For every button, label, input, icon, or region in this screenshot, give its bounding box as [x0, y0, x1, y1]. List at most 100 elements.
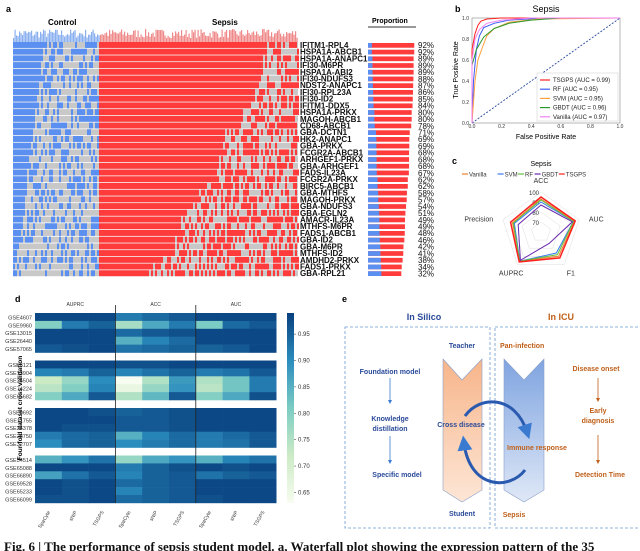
sample-score-bar	[110, 33, 112, 42]
sepsis-cell	[159, 196, 161, 203]
sepsis-cell	[211, 216, 213, 223]
gene-pair-label: IFITM1-RPL4	[300, 41, 349, 50]
sepsis-cell	[265, 122, 267, 129]
control-cell	[73, 169, 75, 176]
control-cell	[15, 62, 17, 69]
sample-score-bar	[221, 29, 223, 42]
control-cell	[35, 55, 37, 62]
proportion-bar	[368, 237, 405, 243]
sepsis-cell	[119, 270, 121, 277]
sepsis-cell	[141, 142, 143, 149]
sepsis-cell	[165, 109, 167, 116]
sepsis-cell	[159, 109, 161, 116]
sepsis-cell	[163, 75, 165, 82]
dataset-label: GSE26440	[5, 339, 32, 345]
sepsis-cell	[129, 68, 131, 75]
sepsis-cell	[111, 42, 113, 48]
sepsis-cell	[277, 68, 279, 75]
sepsis-cell	[265, 42, 267, 48]
sepsis-cell	[175, 129, 177, 136]
sepsis-cell	[167, 136, 169, 142]
sepsis-cell	[117, 203, 119, 210]
sepsis-cell	[105, 48, 107, 55]
sepsis-cell	[155, 48, 157, 55]
sepsis-cell	[245, 203, 247, 210]
control-cell	[27, 122, 29, 129]
sepsis-cell	[213, 129, 215, 136]
sepsis-cell	[207, 48, 209, 55]
sepsis-cell	[147, 55, 149, 62]
sepsis-cell	[187, 243, 189, 250]
sepsis-cell	[107, 42, 109, 48]
sepsis-cell	[263, 256, 265, 263]
sepsis-cell	[183, 196, 185, 203]
sepsis-cell	[295, 136, 297, 142]
sepsis-cell	[173, 95, 175, 102]
sepsis-cell	[127, 75, 129, 82]
sepsis-cell	[107, 236, 109, 243]
sepsis-cell	[139, 189, 141, 196]
sepsis-cell	[177, 209, 179, 216]
sepsis-cell	[209, 270, 211, 277]
sepsis-cell	[141, 196, 143, 203]
sepsis-cell	[143, 149, 145, 156]
control-cell	[27, 115, 29, 122]
control-cell	[31, 115, 33, 122]
sepsis-cell	[141, 62, 143, 69]
sepsis-cell	[187, 95, 189, 102]
gene-pair-label: IFI30-M6PR	[300, 61, 343, 70]
control-cell	[55, 129, 57, 136]
sepsis-cell	[133, 263, 135, 270]
sepsis-cell	[141, 183, 143, 189]
sepsis-cell	[195, 102, 197, 109]
heatmap-cell	[169, 336, 197, 345]
sepsis-cell	[203, 169, 205, 176]
sepsis-cell	[243, 136, 245, 142]
sepsis-cell	[155, 216, 157, 223]
control-cell	[19, 102, 21, 109]
sepsis-cell	[279, 250, 281, 257]
sepsis-cell	[193, 169, 195, 176]
sepsis-cell	[143, 156, 145, 163]
sepsis-cell	[107, 68, 109, 75]
sepsis-cell	[207, 189, 209, 196]
control-cell	[57, 216, 59, 223]
sepsis-cell	[201, 270, 203, 277]
sepsis-cell	[131, 156, 133, 163]
sepsis-cell	[149, 95, 151, 102]
heatmap-cell	[61, 360, 89, 369]
sepsis-cell	[155, 82, 157, 89]
sepsis-cell	[139, 209, 141, 216]
sepsis-cell	[297, 109, 299, 116]
control-cell	[97, 109, 99, 116]
sepsis-cell	[207, 75, 209, 82]
dataset-label: GSE4607	[8, 315, 32, 321]
sepsis-cell	[209, 122, 211, 129]
control-cell	[79, 183, 81, 189]
heatmap-cell	[61, 423, 89, 432]
sepsis-cell	[229, 82, 231, 89]
sepsis-cell	[161, 82, 163, 89]
sepsis-cell	[119, 62, 121, 69]
control-cell	[25, 102, 27, 109]
control-cell	[25, 169, 27, 176]
sepsis-cell	[133, 115, 135, 122]
control-cell	[13, 136, 15, 142]
control-cell	[15, 136, 17, 142]
sample-score-bar	[74, 30, 76, 42]
sepsis-cell	[231, 55, 233, 62]
heatmap-cell	[115, 344, 143, 353]
sepsis-cell	[215, 68, 217, 75]
sepsis-cell	[127, 169, 129, 176]
sepsis-cell	[229, 243, 231, 250]
sepsis-cell	[113, 62, 115, 69]
control-cell	[27, 109, 29, 116]
sepsis-cell	[121, 129, 123, 136]
sepsis-cell	[177, 243, 179, 250]
sepsis-cell	[137, 89, 139, 95]
sepsis-cell	[147, 136, 149, 142]
sepsis-cell	[271, 162, 273, 169]
control-cell	[13, 102, 15, 109]
sepsis-cell	[199, 216, 201, 223]
control-cell	[35, 142, 37, 149]
